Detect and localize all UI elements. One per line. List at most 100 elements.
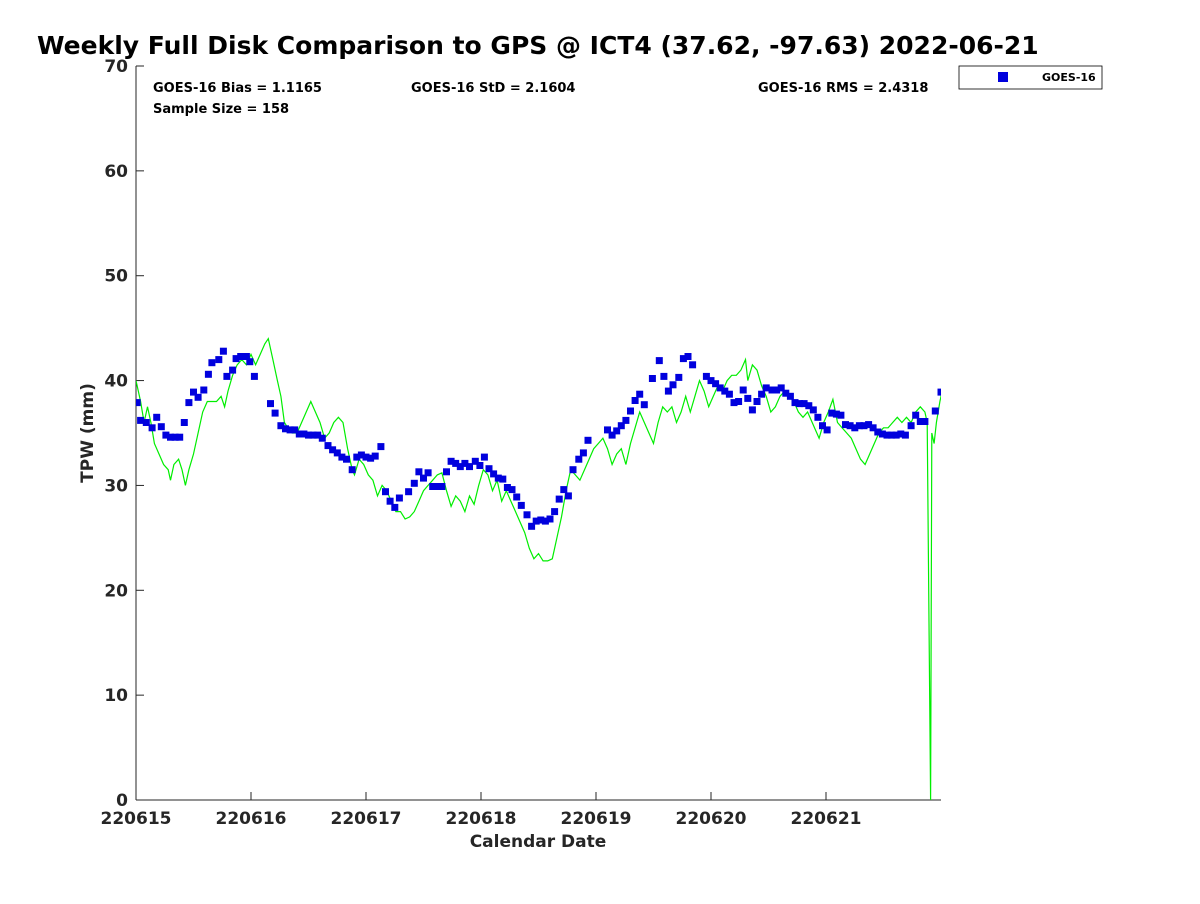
goes-16-point [513, 493, 521, 501]
goes-16-point [420, 474, 427, 482]
goes-16-point [837, 411, 845, 419]
goes-16-point [523, 511, 531, 519]
goes-16-point [167, 433, 174, 441]
legend: GOES-16 [958, 65, 1103, 90]
legend-marker-goes-16 [998, 72, 1008, 82]
goes-16-point [485, 465, 493, 473]
goes-16-point [912, 411, 920, 419]
gps-series [136, 337, 941, 800]
goes-16-point [608, 431, 616, 439]
goes-16-point [517, 501, 525, 509]
goes-16-point [490, 470, 498, 478]
goes-16-point [357, 451, 365, 459]
goes-16-point [782, 389, 790, 397]
rms-stat: GOES-16 RMS = 2.4318 [758, 81, 928, 96]
goes-16-point [627, 407, 634, 415]
x-axis-ticks: 220615 220616 220617 220618 220619 220620 2206… [101, 792, 862, 829]
goes-16-point [528, 522, 536, 530]
plot-axes [135, 66, 941, 801]
goes-16-point [791, 399, 799, 407]
x-axis-label: Calendar Date [470, 832, 607, 852]
x-tick-label: 220617 [331, 809, 402, 829]
goes-16-point [429, 483, 437, 490]
goes-16-point [739, 386, 747, 394]
y-axis-ticks: 0 10 20 30 40 50 60 70 [104, 57, 144, 811]
goes-16-point [367, 454, 375, 462]
goes-16-point [786, 392, 794, 400]
goes-16-point [888, 431, 896, 439]
goes-16-point [200, 386, 208, 394]
goes-16-point [541, 517, 549, 525]
goes-16-point [725, 390, 733, 398]
goes-16-point [148, 424, 156, 432]
goes-16-point [382, 488, 389, 496]
goes-16-point [730, 399, 738, 407]
goes-16-point [338, 453, 346, 461]
goes-16-point [897, 430, 905, 438]
goes-16-point [466, 463, 473, 471]
legend-box [958, 65, 1103, 90]
goes-16-point [800, 400, 808, 408]
goes-16-point [604, 426, 611, 434]
y-tick-label: 10 [104, 686, 128, 706]
goes-16-point [916, 418, 924, 425]
goes-16-point [640, 401, 648, 409]
goes-16-point [937, 388, 941, 396]
y-tick-label: 20 [104, 581, 128, 601]
goes-16-point [237, 353, 245, 360]
goes-16-point [941, 376, 948, 383]
goes-16-point [438, 483, 446, 490]
goes-16-point [689, 361, 697, 369]
goes-16-point [579, 449, 587, 457]
goes-16-point [137, 416, 145, 424]
goes-16-point [762, 384, 770, 392]
y-tick-label: 50 [104, 267, 128, 287]
y-tick-label: 30 [104, 476, 128, 496]
std-stat: GOES-16 StD = 2.1604 [411, 81, 575, 96]
goes-16-point [675, 373, 683, 381]
chart-title: Weekly Full Disk Comparison to GPS @ ICT… [37, 31, 1039, 60]
goes-16-point [617, 422, 625, 430]
goes-16-point [814, 413, 822, 421]
goes-16-point [503, 484, 511, 491]
goes-16-point [546, 515, 554, 523]
goes-16-point [277, 422, 285, 430]
goes-16-point [329, 446, 337, 454]
goes-16-point [622, 416, 630, 424]
goes-16-point [171, 433, 179, 441]
goes-16-point [348, 466, 356, 474]
goes-16-point [569, 466, 577, 474]
goes-16-point [869, 424, 877, 432]
goes-16-point [660, 372, 668, 380]
goes-16-point [669, 381, 677, 389]
goes-16-point [162, 431, 170, 439]
sample-size-stat: Sample Size = 158 [153, 102, 289, 117]
goes-16-point [809, 406, 817, 414]
goes-16-point [395, 494, 403, 502]
goes-16-point [208, 359, 216, 367]
x-tick-label: 220615 [101, 809, 172, 829]
goes-16-point [246, 358, 254, 366]
goes-16-point [433, 483, 441, 490]
goes-16-point [452, 459, 460, 467]
goes-16-point [471, 457, 479, 465]
goes-16-point [855, 422, 863, 430]
x-tick-label: 220621 [791, 809, 862, 829]
goes-16-point [679, 355, 687, 363]
goes-16-point [631, 397, 639, 404]
goes-16-point [823, 426, 831, 434]
goes-16-point [931, 407, 939, 415]
goes-16-point [136, 399, 141, 407]
goes-16-point [333, 449, 341, 457]
goes-16-point [883, 431, 891, 439]
goes-16-point [300, 430, 308, 438]
goes-16-point [180, 419, 188, 426]
goes-16-point [878, 430, 886, 438]
goes-16-point [215, 356, 223, 364]
goes-16-point [185, 399, 193, 407]
goes-16-point [314, 431, 322, 439]
y-axis-label: TPW (mm) [78, 383, 98, 483]
goes-16-point [735, 398, 743, 405]
goes-16-point [242, 353, 250, 360]
